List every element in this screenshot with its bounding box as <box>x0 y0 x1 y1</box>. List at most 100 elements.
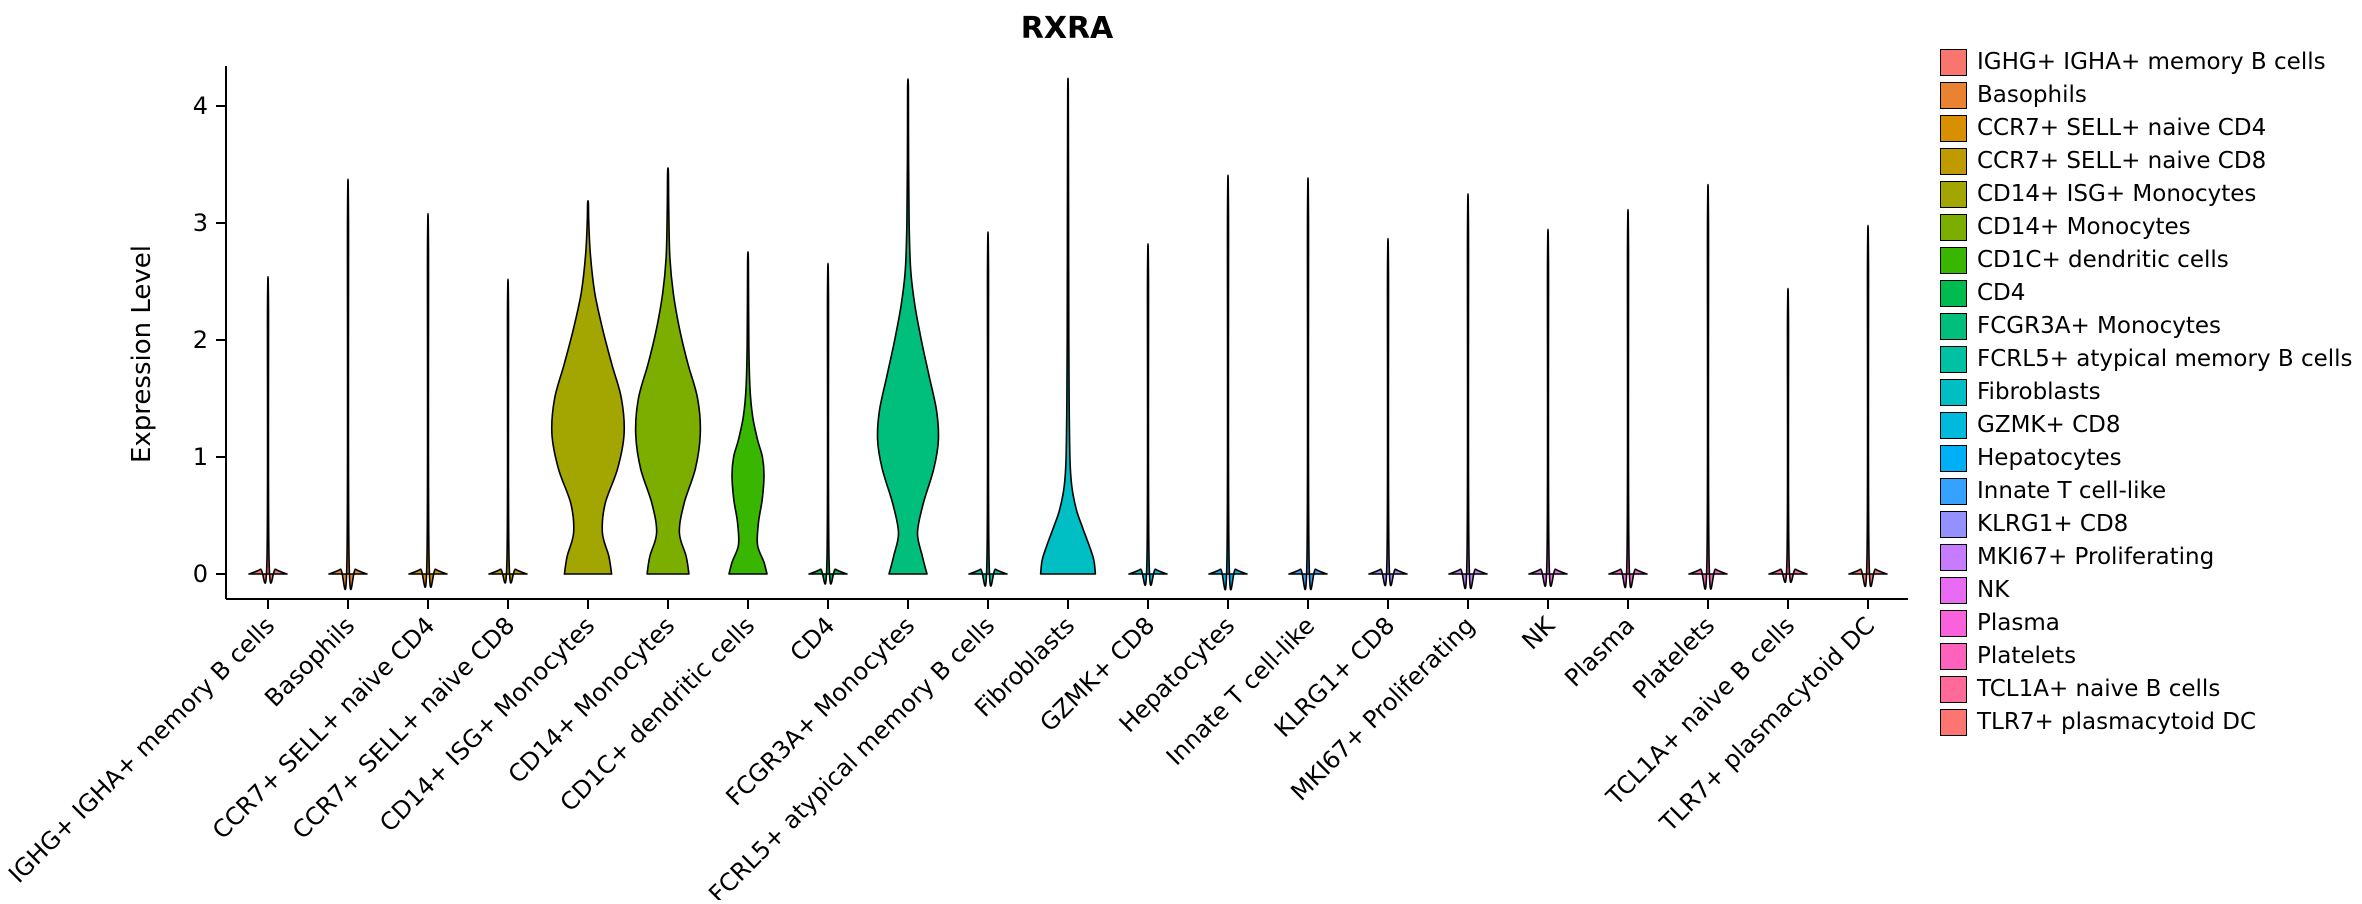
y-axis-label: Expression Level <box>127 245 157 463</box>
legend-item: MKI67+ Proliferating <box>1940 543 2353 572</box>
y-ticks: 0 1 2 3 4 <box>193 92 226 588</box>
legend-swatch <box>1940 346 1967 373</box>
violin <box>1039 77 1097 575</box>
legend-item: KLRG1+ CD8 <box>1940 510 2353 539</box>
legend-item: CCR7+ SELL+ naive CD8 <box>1940 147 2353 176</box>
legend-item: Fibroblasts <box>1940 378 2353 407</box>
legend-swatch <box>1940 610 1967 637</box>
violin <box>248 275 288 584</box>
violin <box>488 278 528 584</box>
y-tick-label: 1 <box>193 443 208 471</box>
legend-swatch <box>1940 49 1967 76</box>
violin <box>1528 228 1568 587</box>
legend-label: TLR7+ plasmacytoid DC <box>1977 709 2257 735</box>
x-category-label: CD4 <box>785 611 841 667</box>
legend: IGHG+ IGHA+ memory B cells Basophils CCR7+… <box>1940 48 2353 737</box>
legend-label: FCRL5+ atypical memory B cells <box>1977 346 2353 372</box>
legend-swatch <box>1940 181 1967 208</box>
legend-item: TCL1A+ naive B cells <box>1940 675 2353 704</box>
violin <box>408 213 448 589</box>
legend-item: Innate T cell-like <box>1940 477 2353 506</box>
legend-item: GZMK+ CD8 <box>1940 411 2353 440</box>
violin <box>1608 209 1648 589</box>
x-category-label: Innate T cell-like <box>1161 611 1320 770</box>
violins <box>248 77 1888 591</box>
violin <box>1848 224 1888 588</box>
legend-item: Plasma <box>1940 609 2353 638</box>
y-tick-label: 0 <box>193 560 208 588</box>
legend-swatch <box>1940 148 1967 175</box>
violin <box>1208 174 1248 591</box>
violin <box>968 231 1008 587</box>
legend-swatch <box>1940 280 1967 307</box>
legend-label: Platelets <box>1977 643 2077 669</box>
x-ticks <box>267 599 1869 609</box>
legend-label: Innate T cell-like <box>1977 478 2167 504</box>
violin <box>728 250 768 575</box>
violin <box>1288 177 1328 591</box>
legend-item: FCRL5+ atypical memory B cells <box>1940 345 2353 374</box>
x-category-label: NK <box>1517 611 1562 656</box>
legend-label: NK <box>1977 577 2010 603</box>
legend-swatch <box>1940 82 1967 109</box>
legend-item: CD14+ Monocytes <box>1940 213 2353 242</box>
legend-swatch <box>1940 115 1967 142</box>
legend-label: CD14+ Monocytes <box>1977 214 2191 240</box>
violin <box>1688 184 1728 590</box>
violin <box>1128 243 1168 586</box>
legend-item: CD1C+ dendritic cells <box>1940 246 2353 275</box>
violin <box>1768 287 1808 584</box>
plot-title: RXRA <box>1021 11 1114 46</box>
legend-item: CD4 <box>1940 279 2353 308</box>
legend-label: IGHG+ IGHA+ memory B cells <box>1977 49 2326 75</box>
violin <box>1368 237 1408 587</box>
legend-label: CD14+ ISG+ Monocytes <box>1977 181 2257 207</box>
legend-label: CCR7+ SELL+ naive CD8 <box>1977 148 2267 174</box>
legend-swatch <box>1940 379 1967 406</box>
violin <box>328 178 368 591</box>
legend-item: NK <box>1940 576 2353 605</box>
x-category-label: Plasma <box>1559 611 1640 692</box>
legend-swatch <box>1940 214 1967 241</box>
y-tick-label: 4 <box>193 92 208 120</box>
x-category-label: IGHG+ IGHA+ memory B cells <box>3 611 280 888</box>
legend-label: CD4 <box>1977 280 2026 306</box>
legend-swatch <box>1940 544 1967 571</box>
legend-label: KLRG1+ CD8 <box>1977 511 2129 537</box>
legend-swatch <box>1940 313 1967 340</box>
legend-label: CCR7+ SELL+ naive CD4 <box>1977 115 2267 141</box>
legend-item: CCR7+ SELL+ naive CD4 <box>1940 114 2353 143</box>
legend-swatch <box>1940 511 1967 538</box>
y-tick-label: 3 <box>193 209 208 237</box>
violin <box>550 199 626 575</box>
violin <box>1448 193 1488 590</box>
legend-swatch <box>1940 709 1967 736</box>
legend-item: Platelets <box>1940 642 2353 671</box>
violin <box>634 167 702 575</box>
legend-label: TCL1A+ naive B cells <box>1977 676 2221 702</box>
legend-swatch <box>1940 445 1967 472</box>
legend-label: GZMK+ CD8 <box>1977 412 2121 438</box>
legend-item: CD14+ ISG+ Monocytes <box>1940 180 2353 209</box>
legend-swatch <box>1940 478 1967 505</box>
violin <box>808 262 848 585</box>
y-tick-label: 2 <box>193 326 208 354</box>
legend-swatch <box>1940 412 1967 439</box>
legend-item: Basophils <box>1940 81 2353 110</box>
legend-item: TLR7+ plasmacytoid DC <box>1940 708 2353 737</box>
x-category-label: FCRL5+ atypical memory B cells <box>703 611 1000 900</box>
legend-item: FCGR3A+ Monocytes <box>1940 312 2353 341</box>
legend-item: IGHG+ IGHA+ memory B cells <box>1940 48 2353 77</box>
legend-swatch <box>1940 247 1967 274</box>
legend-swatch <box>1940 676 1967 703</box>
legend-item: Hepatocytes <box>1940 444 2353 473</box>
violin <box>876 78 940 575</box>
legend-label: Basophils <box>1977 82 2087 108</box>
legend-label: FCGR3A+ Monocytes <box>1977 313 2222 339</box>
legend-label: Hepatocytes <box>1977 445 2122 471</box>
legend-swatch <box>1940 643 1967 670</box>
legend-label: CD1C+ dendritic cells <box>1977 247 2229 273</box>
legend-label: Plasma <box>1977 610 2060 636</box>
